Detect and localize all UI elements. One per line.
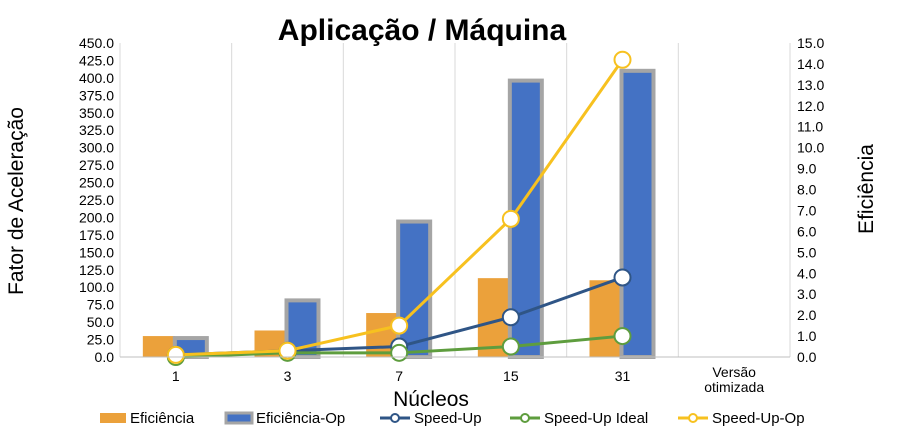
legend-label: Speed-Up <box>414 410 482 427</box>
lines <box>166 50 632 366</box>
y2-tick-label: 2.0 <box>797 307 817 323</box>
bar-eficiencia-op <box>619 68 656 359</box>
y2-tick-label: 6.0 <box>797 223 817 239</box>
legend-marker <box>390 413 400 423</box>
point-speed-up-ideal <box>501 337 520 356</box>
y2-tick-label: 11.0 <box>797 119 823 135</box>
legend-swatch <box>224 411 254 425</box>
legend-label: Speed-Up Ideal <box>544 410 648 427</box>
y-tick-label: 25.0 <box>87 332 114 348</box>
y2-tick-label: 12.0 <box>797 98 824 114</box>
bar-eficiencia <box>142 336 175 357</box>
point-speed-up <box>613 268 632 287</box>
y2-tick-label: 4.0 <box>797 265 817 281</box>
y2-tick-label: 8.0 <box>797 182 817 198</box>
point-speed-up-ideal <box>613 327 632 346</box>
y-tick-label: 50.0 <box>87 314 114 330</box>
y2-tick-label: 9.0 <box>797 161 817 177</box>
y2-tick-label: 0.0 <box>797 349 817 365</box>
y2-axis-title: Eficiência <box>855 144 878 234</box>
legend-item: Eficiência-Op <box>224 410 345 427</box>
point-speed-up-ideal <box>390 343 409 362</box>
y2-tick-label: 1.0 <box>797 328 817 344</box>
bar-eficiencia <box>589 280 622 357</box>
y2-tick-label: 14.0 <box>797 56 824 72</box>
y-tick-label: 225.0 <box>79 192 114 208</box>
legend-item: Speed-Up Ideal <box>510 410 648 427</box>
y-tick-label: 150.0 <box>79 244 114 260</box>
grid <box>119 43 791 357</box>
y2-tick-label: 5.0 <box>797 244 817 260</box>
y-tick-label: 100.0 <box>79 279 114 295</box>
x-tick-label: 3 <box>284 368 292 384</box>
legend: Eficiência Eficiência-Op Speed-Up Speed-Up … <box>100 410 805 427</box>
legend-label: Eficiência-Op <box>256 410 345 427</box>
axes: 0.025.050.075.0100.0125.0150.0175.0200.0… <box>79 35 825 395</box>
legend-item: Speed-Up <box>380 410 482 427</box>
y2-tick-label: 10.0 <box>797 140 824 156</box>
y-tick-label: 250.0 <box>79 175 114 191</box>
y2-tick-label: 3.0 <box>797 286 817 302</box>
y-tick-label: 375.0 <box>79 87 114 103</box>
legend-marker <box>688 413 698 423</box>
y-tick-label: 425.0 <box>79 52 114 68</box>
x-tick-label: 7 <box>395 368 403 384</box>
y-tick-label: 450.0 <box>79 35 114 51</box>
point-speed-up-op <box>390 316 409 335</box>
y-tick-label: 325.0 <box>79 122 114 138</box>
y-tick-label: 350.0 <box>79 105 114 121</box>
x-tick-label: Versão otimizada <box>704 364 764 395</box>
legend-label: Speed-Up-Op <box>712 410 805 427</box>
x-tick-label: 15 <box>503 368 519 384</box>
legend-item: Eficiência <box>100 410 195 427</box>
point-speed-up-op <box>613 50 632 69</box>
y-tick-label: 0.0 <box>95 349 115 365</box>
y-tick-label: 125.0 <box>79 262 114 278</box>
legend-marker <box>520 413 530 423</box>
legend-item: Speed-Up-Op <box>678 410 805 427</box>
y-tick-label: 400.0 <box>79 70 114 86</box>
point-speed-up-op <box>166 345 185 364</box>
legend-swatch <box>100 413 126 423</box>
y-tick-label: 275.0 <box>79 157 114 173</box>
point-speed-up <box>501 308 520 327</box>
y-tick-label: 75.0 <box>87 297 114 313</box>
y2-tick-label: 7.0 <box>797 202 817 218</box>
bar-eficiencia-op <box>396 219 433 359</box>
x-tick-label: 31 <box>615 368 631 384</box>
point-speed-up-op <box>501 209 520 228</box>
bars <box>142 68 656 360</box>
x-axis-title: Núcleos <box>393 388 469 411</box>
y-tick-label: 200.0 <box>79 209 114 225</box>
y-tick-label: 300.0 <box>79 140 114 156</box>
legend-label: Eficiência <box>130 410 195 427</box>
y-axis-title: Fator de Aceleração <box>5 107 28 295</box>
y2-tick-label: 13.0 <box>797 77 824 93</box>
x-tick-label: 1 <box>172 368 180 384</box>
point-speed-up-op <box>278 341 297 360</box>
y2-tick-label: 15.0 <box>797 35 824 51</box>
y-tick-label: 175.0 <box>79 227 114 243</box>
chart-title: Aplicação / Máquina <box>278 14 567 47</box>
